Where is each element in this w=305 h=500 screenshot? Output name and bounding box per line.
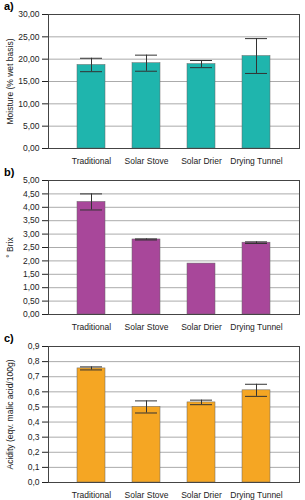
svg-text:Solar Stove: Solar Stove — [125, 322, 169, 332]
svg-text:25,00: 25,00 — [18, 32, 40, 42]
svg-text:Solar Drier: Solar Drier — [181, 322, 222, 332]
svg-text:3,00: 3,00 — [23, 229, 40, 239]
svg-text:0,2: 0,2 — [28, 447, 40, 457]
html-text:b): b) — [4, 166, 15, 178]
svg-text:Solar Drier: Solar Drier — [181, 490, 222, 500]
svg-text:0,9: 0,9 — [28, 341, 40, 351]
svg-text:5,00: 5,00 — [23, 121, 40, 131]
svg-text:0,6: 0,6 — [28, 387, 40, 397]
svg-text:° Brix: ° Brix — [5, 237, 15, 258]
svg-text:30,00: 30,00 — [18, 9, 40, 19]
svg-text:Solar Drier: Solar Drier — [181, 156, 222, 166]
svg-text:0,50: 0,50 — [23, 296, 40, 306]
svg-text:20,00: 20,00 — [18, 54, 40, 64]
svg-text:0,00: 0,00 — [23, 309, 40, 319]
svg-text:15,00: 15,00 — [18, 76, 40, 86]
svg-text:0,00: 0,00 — [23, 143, 40, 153]
svg-text:Drying Tunnel: Drying Tunnel — [230, 156, 283, 166]
svg-text:Traditional: Traditional — [72, 156, 111, 166]
svg-text:2,50: 2,50 — [23, 242, 40, 252]
svg-text:Drying Tunnel: Drying Tunnel — [230, 322, 283, 332]
svg-text:Acidity (eqv. malic acid/100g): Acidity (eqv. malic acid/100g) — [5, 359, 15, 469]
html-text:a): a) — [4, 0, 14, 12]
svg-text:4,50: 4,50 — [23, 189, 40, 199]
svg-text:0,0: 0,0 — [28, 477, 40, 487]
svg-text:Traditional: Traditional — [72, 490, 111, 500]
svg-text:Drying Tunnel: Drying Tunnel — [230, 490, 283, 500]
svg-text:Traditional: Traditional — [72, 322, 111, 332]
svg-text:1,00: 1,00 — [23, 282, 40, 292]
svg-text:2,00: 2,00 — [23, 256, 40, 266]
svg-text:Solar Stove: Solar Stove — [125, 156, 169, 166]
svg-text:0,5: 0,5 — [28, 402, 40, 412]
svg-text:0,8: 0,8 — [28, 356, 40, 366]
html-text:c): c) — [4, 332, 14, 344]
svg-text:Solar Stove: Solar Stove — [125, 490, 169, 500]
svg-text:1,50: 1,50 — [23, 269, 40, 279]
svg-text:0,3: 0,3 — [28, 432, 40, 442]
svg-text:10,00: 10,00 — [18, 99, 40, 109]
svg-text:5,00: 5,00 — [23, 175, 40, 185]
svg-text:0,4: 0,4 — [28, 417, 40, 427]
svg-text:0,7: 0,7 — [28, 371, 40, 381]
svg-text:4,00: 4,00 — [23, 202, 40, 212]
svg-text:0,1: 0,1 — [28, 462, 40, 472]
svg-text:3,50: 3,50 — [23, 215, 40, 225]
svg-text:Moisture (% wet basis): Moisture (% wet basis) — [5, 38, 15, 124]
